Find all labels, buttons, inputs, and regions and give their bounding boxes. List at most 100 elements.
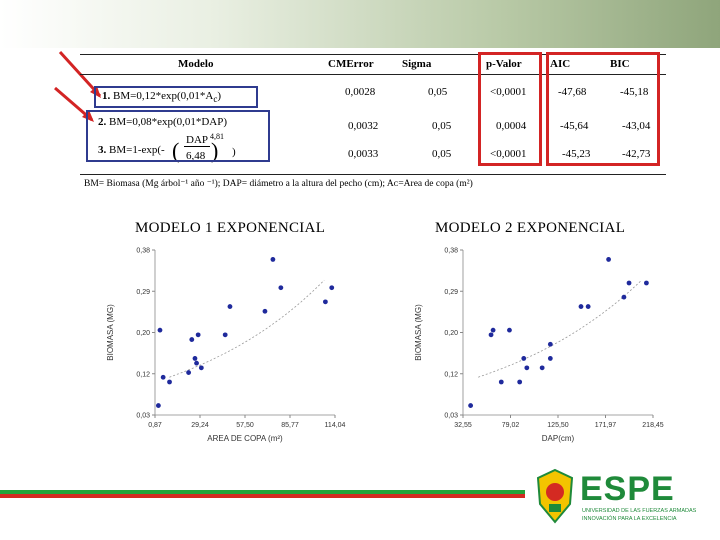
header-sigma: Sigma (402, 58, 432, 70)
data-point (227, 304, 233, 309)
model-3-formula: 3. BM=1-exp(- (98, 144, 165, 156)
model-3-paren-open: ( (172, 138, 180, 163)
x-tick-label: 114,04 (325, 422, 346, 429)
table-footnote: BM= Biomasa (Mg árbol⁻¹ año ⁻¹); DAP= di… (84, 179, 473, 189)
data-point (189, 337, 195, 342)
table-bottom-rule (80, 174, 666, 175)
x-tick-label: 79,02 (502, 422, 520, 429)
y-tick-label: 0,29 (444, 289, 458, 296)
header-cmerror: CMError (328, 58, 374, 70)
data-point (521, 356, 527, 361)
x-axis-label: DAP(cm) (542, 434, 575, 443)
data-point (539, 365, 545, 371)
table-top-rule (80, 54, 666, 55)
data-point (547, 341, 553, 347)
arrowhead-2 (82, 110, 94, 122)
row1-cmerror: 0,0028 (345, 86, 376, 98)
x-tick-label: 29,24 (191, 422, 209, 429)
y-axis-label: BIOMASA (MG) (414, 304, 423, 361)
model-3-fraction-num: DAP (184, 134, 211, 147)
row2-bic: -43,04 (622, 120, 651, 132)
y-tick-label: 0,12 (444, 371, 458, 378)
data-point (194, 360, 199, 366)
y-tick-label: 0,29 (136, 289, 150, 296)
model-3-fraction-den: 6,48 (186, 150, 206, 162)
footer-red-bar (0, 494, 525, 498)
data-point (160, 374, 166, 380)
data-point (507, 327, 512, 333)
trend-line (478, 279, 642, 378)
x-tick-label: 125,50 (547, 422, 569, 429)
data-point (621, 294, 627, 300)
data-point (585, 304, 591, 309)
row3-cmerror: 0,0033 (348, 148, 379, 160)
header-gradient-bar (0, 0, 720, 48)
data-point (222, 332, 228, 338)
espe-logo-tagline: INNOVACIÓN PARA LA EXCELENCIA (582, 516, 677, 522)
data-point (644, 280, 649, 286)
chart-title-right: MODELO 2 EXPONENCIAL (435, 220, 626, 236)
x-tick-label: 218,45 (642, 422, 664, 429)
results-table: Modelo CMError Sigma p-Valor AIC BIC 1. … (80, 50, 666, 178)
row3-bic: -42,73 (622, 148, 651, 160)
header-bic: BIC (610, 58, 630, 70)
row2-pvalor: 0,0004 (496, 120, 527, 132)
data-point (524, 365, 530, 371)
model-3-exponent: 4,81 (210, 132, 224, 141)
y-tick-label: 0,03 (444, 413, 458, 420)
highlight-model-1 (94, 86, 258, 108)
data-point (262, 308, 268, 314)
highlight-aic-bic-columns (546, 52, 660, 166)
data-point (192, 356, 198, 361)
header-pvalor: p-Valor (486, 58, 522, 70)
data-point (278, 285, 284, 291)
table-header-rule (80, 74, 666, 75)
trend-line (169, 279, 325, 378)
university-crest-icon (536, 468, 574, 524)
data-point (578, 304, 584, 309)
scatter-chart-1: 0,03 0,12 0,20 0,29 0,38 0,87 29,24 57,50 85,77 1… (106, 248, 346, 444)
data-point (547, 356, 553, 361)
y-tick-label: 0,20 (136, 330, 150, 337)
row3-pvalor: <0,0001 (490, 148, 527, 160)
data-point (270, 257, 276, 262)
y-tick-label: 0,03 (136, 413, 150, 420)
model-3-paren-close: ) (211, 138, 219, 163)
y-axis-label: BIOMASA (MG) (106, 304, 115, 361)
row3-aic: -45,23 (562, 148, 591, 160)
row1-aic: -47,68 (558, 86, 587, 98)
row1-pvalor: <0,0001 (490, 86, 527, 98)
highlight-models-2-3 (86, 110, 270, 162)
espe-logo-text: ESPE (580, 470, 675, 508)
data-point (488, 332, 494, 338)
model-3-end: ) (232, 146, 236, 158)
espe-logo-subtitle: UNIVERSIDAD DE LAS FUERZAS ARMADAS (582, 508, 697, 514)
header-modelo: Modelo (178, 58, 214, 70)
x-tick-label: 171,97 (595, 422, 617, 429)
highlight-pvalor-column (478, 52, 542, 166)
data-point (198, 365, 204, 371)
data-point (606, 257, 611, 262)
row1-sigma: 0,05 (428, 86, 448, 98)
x-tick-label: 0,87 (148, 422, 162, 429)
row2-cmerror: 0,0032 (348, 120, 379, 132)
data-point (498, 379, 504, 385)
y-tick-label: 0,38 (444, 248, 458, 255)
chart-title-left: MODELO 1 EXPONENCIAL (135, 220, 326, 236)
data-point (186, 370, 192, 375)
data-point (155, 403, 161, 408)
model-1-formula: 1. BM=0,12*exp(0,01*Ac) (102, 90, 222, 105)
data-point (468, 403, 474, 408)
data-point (490, 327, 496, 333)
data-point (167, 379, 172, 385)
data-point (157, 327, 163, 333)
header-aic: AIC (550, 58, 571, 70)
row1-bic: -45,18 (620, 86, 649, 98)
y-tick-label: 0,20 (444, 330, 458, 337)
x-tick-label: 85,77 (281, 422, 299, 429)
row3-sigma: 0,05 (432, 148, 452, 160)
data-point (517, 379, 523, 385)
scatter-chart-2: 0,03 0,12 0,20 0,29 0,38 32,55 79,02 125,50 171,… (414, 248, 664, 444)
row2-sigma: 0,05 (432, 120, 452, 132)
row2-aic: -45,64 (560, 120, 589, 132)
